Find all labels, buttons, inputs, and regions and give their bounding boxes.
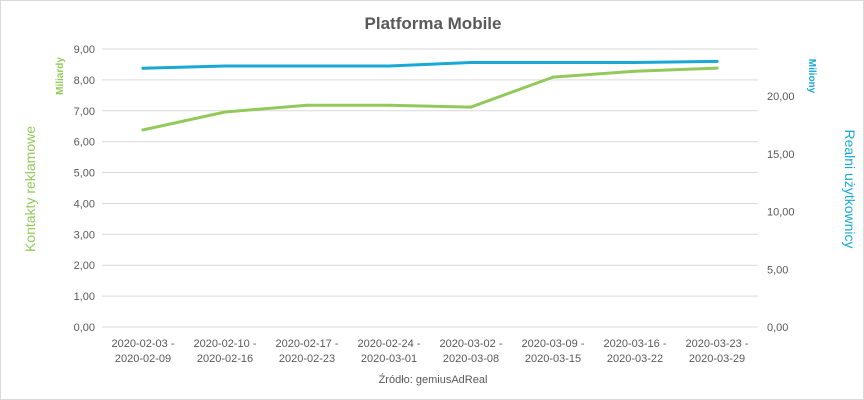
- data-point: [633, 69, 637, 73]
- data-point: [469, 105, 473, 109]
- data-point: [469, 61, 473, 65]
- x-tick-label: 2020-02-24 -: [358, 338, 421, 350]
- left-axis-unit: Miliardy: [55, 57, 66, 95]
- data-point: [305, 103, 309, 107]
- data-point: [223, 64, 227, 68]
- left-tick-label: 5,00: [74, 168, 95, 180]
- x-tick-label: 2020-02-16: [197, 353, 253, 365]
- x-tick-label: 2020-02-17 -: [276, 338, 339, 350]
- x-tick-label: 2020-02-09: [115, 353, 171, 365]
- data-point: [551, 75, 555, 79]
- x-tick-label: 2020-02-10 -: [194, 338, 257, 350]
- data-point: [715, 59, 719, 63]
- left-tick-label: 2,00: [74, 260, 95, 272]
- x-tick-label: 2020-02-23: [279, 353, 335, 365]
- left-tick-label: 7,00: [74, 106, 95, 118]
- chart-title: Platforma Mobile: [365, 14, 502, 33]
- left-tick-label: 3,00: [74, 229, 95, 241]
- right-tick-label: 15,00: [767, 149, 795, 161]
- x-tick-label: 2020-03-01: [361, 353, 417, 365]
- source-note: Źródło: gemiusAdReal: [379, 373, 488, 386]
- data-point: [715, 66, 719, 70]
- series-line-uzytkownicy: [141, 59, 719, 70]
- data-point: [633, 61, 637, 65]
- x-tick-label: 2020-03-08: [443, 353, 499, 365]
- data-point: [387, 64, 391, 68]
- data-point: [305, 64, 309, 68]
- left-tick-label: 1,00: [74, 291, 95, 303]
- left-tick-label: 8,00: [74, 75, 95, 87]
- right-tick-label: 20,00: [767, 91, 795, 103]
- x-tick-label: 2020-03-02 -: [440, 338, 503, 350]
- right-tick-label: 5,00: [767, 264, 788, 276]
- left-tick-label: 9,00: [74, 44, 95, 56]
- left-tick-label: 0,00: [74, 322, 95, 334]
- left-tick-label: 6,00: [74, 137, 95, 149]
- data-point: [141, 128, 145, 132]
- x-tick-label: 2020-02-03 -: [112, 338, 175, 350]
- left-tick-label: 4,00: [74, 198, 95, 210]
- left-axis-label: Kontakty reklamowe: [22, 126, 38, 252]
- right-axis-label: Realni użytkownicy: [842, 129, 858, 248]
- data-point: [223, 110, 227, 114]
- x-tick-label: 2020-03-22: [607, 353, 663, 365]
- right-axis-unit: Miliony: [806, 59, 817, 94]
- series-line-kontakty: [141, 66, 719, 132]
- data-point: [141, 66, 145, 70]
- x-tick-label: 2020-03-16 -: [604, 338, 667, 350]
- data-point: [551, 61, 555, 65]
- x-tick-label: 2020-03-29: [689, 353, 745, 365]
- x-tick-label: 2020-03-23 -: [686, 338, 749, 350]
- x-tick-label: 2020-03-09 -: [522, 338, 585, 350]
- right-tick-label: 10,00: [767, 207, 795, 219]
- x-tick-label: 2020-03-15: [525, 353, 581, 365]
- right-tick-label: 0,00: [767, 322, 788, 334]
- data-point: [387, 103, 391, 107]
